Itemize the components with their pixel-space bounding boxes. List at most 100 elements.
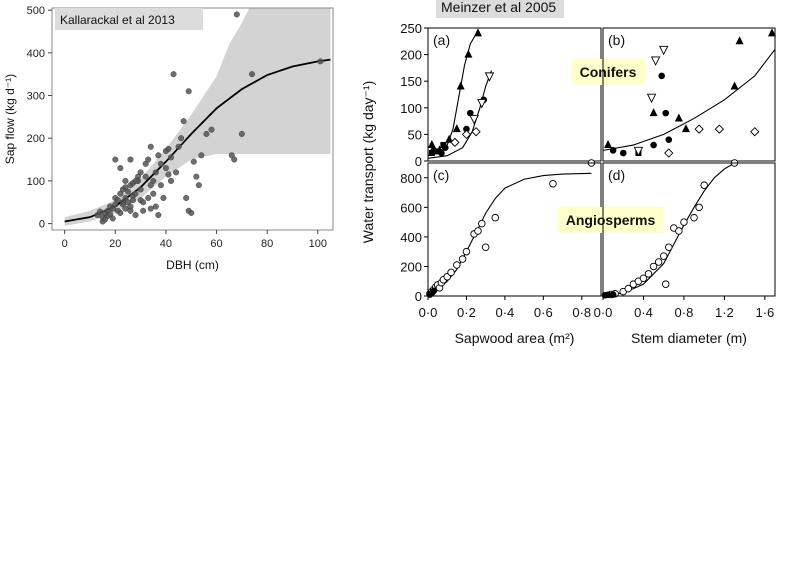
data-point bbox=[461, 129, 472, 140]
data-point bbox=[193, 173, 200, 180]
data-point bbox=[132, 190, 139, 197]
data-point bbox=[132, 212, 139, 219]
y-tick-label: 200 bbox=[400, 259, 422, 274]
x-tick-label: 0·0 bbox=[594, 305, 613, 320]
data-point bbox=[137, 169, 144, 176]
y-tick-label: 0 bbox=[415, 289, 422, 304]
data-point bbox=[466, 109, 474, 117]
data-point bbox=[434, 148, 441, 155]
data-point bbox=[145, 156, 152, 163]
y-tick-label: 100 bbox=[400, 101, 422, 116]
data-point bbox=[440, 142, 447, 149]
data-point bbox=[604, 140, 613, 149]
x-tick-label: 100 bbox=[309, 238, 327, 250]
data-point bbox=[477, 99, 487, 109]
data-point bbox=[481, 243, 490, 251]
panel-d bbox=[601, 159, 776, 300]
data-point bbox=[464, 49, 473, 58]
data-point bbox=[173, 169, 180, 176]
data-point bbox=[190, 158, 197, 165]
data-point bbox=[231, 156, 238, 163]
data-point bbox=[458, 255, 467, 263]
data-point bbox=[453, 261, 461, 269]
y-tick-label: 250 bbox=[400, 21, 422, 36]
data-point bbox=[735, 36, 744, 45]
data-point bbox=[767, 28, 776, 37]
data-point bbox=[147, 143, 154, 150]
data-point bbox=[165, 145, 172, 152]
data-point bbox=[203, 130, 210, 137]
x-axis-label: DBH (cm) bbox=[166, 258, 219, 272]
data-point bbox=[694, 124, 704, 134]
data-point bbox=[117, 209, 124, 216]
panel-label: (c) bbox=[433, 167, 449, 183]
data-point bbox=[165, 171, 172, 178]
data-point bbox=[619, 149, 627, 157]
data-point bbox=[145, 194, 152, 201]
y-tick-label: 300 bbox=[27, 91, 45, 103]
group-label-box bbox=[571, 59, 645, 85]
y-tick-label: 200 bbox=[400, 48, 422, 63]
data-point bbox=[157, 182, 164, 189]
data-point bbox=[152, 203, 159, 210]
data-point bbox=[650, 56, 661, 66]
data-point bbox=[649, 108, 658, 117]
data-point bbox=[700, 181, 708, 189]
data-point bbox=[122, 177, 129, 184]
data-point bbox=[162, 165, 169, 172]
data-point bbox=[428, 150, 435, 157]
data-point bbox=[665, 136, 673, 144]
data-point bbox=[112, 156, 119, 163]
fit-curve bbox=[427, 172, 592, 294]
x-tick-label: 0·4 bbox=[634, 305, 653, 320]
panel-frame bbox=[602, 27, 776, 162]
data-point bbox=[198, 152, 205, 159]
data-point bbox=[695, 203, 703, 212]
panel-c bbox=[424, 159, 602, 300]
y-tick-label: 600 bbox=[400, 200, 422, 215]
y-tick-label: 200 bbox=[27, 133, 45, 145]
x-tick-label: 0·4 bbox=[495, 305, 514, 320]
x-tick-label: 80 bbox=[261, 238, 273, 250]
data-point bbox=[462, 247, 471, 256]
data-point bbox=[658, 72, 665, 80]
data-point bbox=[122, 205, 129, 212]
data-point bbox=[188, 209, 195, 216]
x-tick-label: 0·6 bbox=[534, 305, 553, 320]
data-point bbox=[471, 127, 481, 137]
x-tick-label: 40 bbox=[160, 238, 172, 250]
data-point bbox=[150, 177, 157, 184]
panel-frame bbox=[427, 27, 602, 162]
data-point bbox=[445, 134, 454, 143]
data-point bbox=[690, 213, 698, 222]
data-point bbox=[183, 194, 190, 201]
y-tick-label: 50 bbox=[408, 127, 422, 142]
panel-label: (d) bbox=[608, 167, 625, 183]
data-point bbox=[430, 287, 438, 295]
data-point bbox=[714, 124, 724, 134]
data-point bbox=[658, 45, 669, 56]
y-tick-label: 150 bbox=[400, 74, 422, 89]
x-tick-label: 20 bbox=[109, 238, 121, 250]
data-point bbox=[463, 125, 470, 133]
data-point bbox=[452, 124, 461, 133]
group-label-box bbox=[557, 207, 664, 233]
data-point bbox=[180, 118, 187, 125]
source-label-box bbox=[436, 0, 564, 18]
data-point bbox=[208, 126, 215, 133]
data-point bbox=[456, 81, 465, 90]
source-label: Kallarackal et al 2013 bbox=[60, 13, 175, 27]
data-point bbox=[140, 199, 147, 206]
data-point bbox=[650, 141, 657, 149]
data-point bbox=[750, 127, 760, 137]
group-label: Conifers bbox=[580, 64, 637, 80]
group-label: Angiosperms bbox=[566, 212, 656, 228]
source-label: Meinzer et al 2005 bbox=[441, 0, 556, 15]
data-point bbox=[450, 137, 460, 148]
x-tick-label: 1·6 bbox=[755, 305, 774, 320]
data-point bbox=[633, 146, 644, 157]
fit-curve bbox=[427, 30, 479, 157]
data-point bbox=[317, 58, 324, 65]
data-point bbox=[160, 194, 167, 201]
data-point bbox=[624, 284, 633, 293]
